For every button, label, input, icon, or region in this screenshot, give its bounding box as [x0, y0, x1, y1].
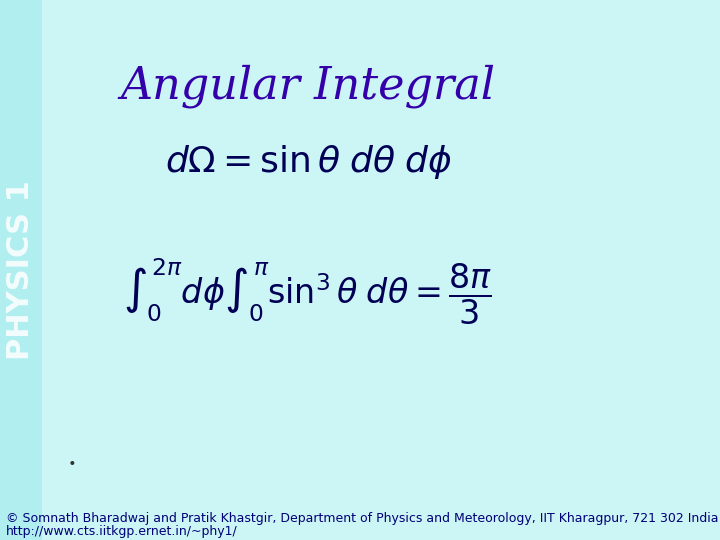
Text: http://www.cts.iitkgp.ernet.in/~phy1/: http://www.cts.iitkgp.ernet.in/~phy1/ [6, 525, 238, 538]
Text: © Somnath Bharadwaj and Pratik Khastgir, Department of Physics and Meteorology, : © Somnath Bharadwaj and Pratik Khastgir,… [6, 511, 718, 525]
Text: PHYSICS 1: PHYSICS 1 [6, 180, 35, 360]
Text: $\int_0^{2\pi} d\phi \int_0^{\pi} \sin^3\theta\; d\theta = \dfrac{8\pi}{3}$: $\int_0^{2\pi} d\phi \int_0^{\pi} \sin^3… [123, 256, 492, 327]
FancyBboxPatch shape [0, 0, 42, 540]
Text: Angular Integral: Angular Integral [120, 65, 495, 109]
Text: $d\Omega = \sin\theta\; d\theta\; d\phi$: $d\Omega = \sin\theta\; d\theta\; d\phi$ [165, 143, 451, 181]
Text: $\bullet$: $\bullet$ [67, 455, 76, 469]
